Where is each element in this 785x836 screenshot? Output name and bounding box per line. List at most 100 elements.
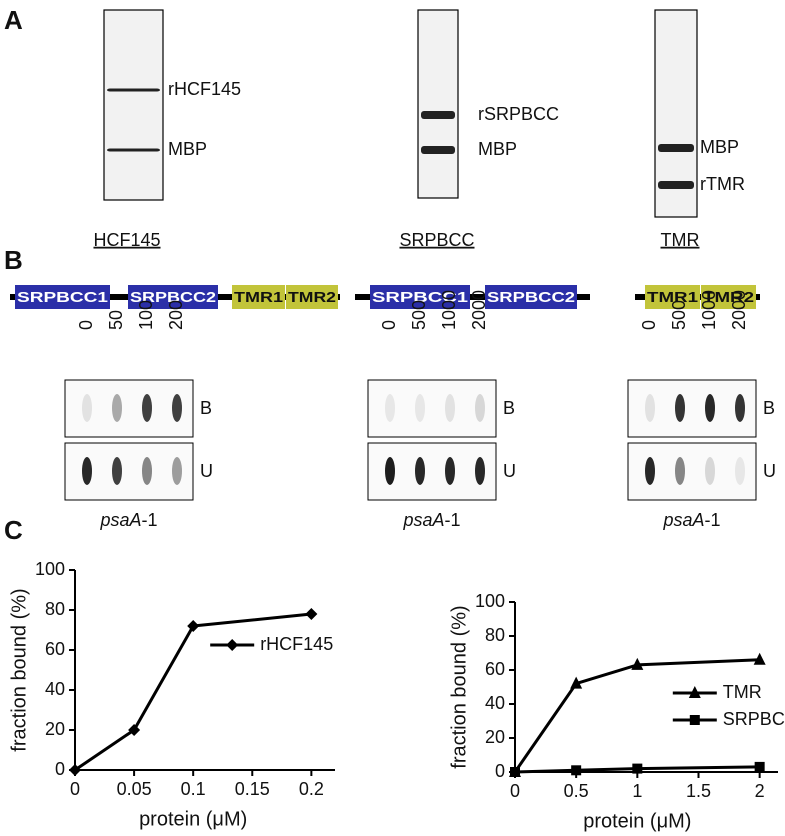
x-tick-label: 0.2 bbox=[299, 779, 324, 799]
gel-spot bbox=[475, 457, 485, 485]
legend-marker bbox=[689, 715, 700, 725]
row-label: B bbox=[503, 398, 515, 418]
x-tick-label: 0.05 bbox=[117, 779, 152, 799]
domain-box bbox=[15, 285, 110, 309]
x-tick-label: 0.5 bbox=[564, 781, 589, 801]
gel-spot bbox=[112, 457, 122, 485]
blot-band bbox=[107, 88, 160, 92]
gel-spot bbox=[645, 457, 655, 485]
probe-label: psaA-1 bbox=[662, 510, 720, 530]
y-tick-label: 0 bbox=[55, 759, 65, 779]
blot-band bbox=[421, 111, 455, 119]
y-tick-label: 60 bbox=[485, 659, 505, 679]
blot-caption: TMR bbox=[661, 230, 700, 250]
domain-box bbox=[128, 285, 218, 309]
domain-label: SRPBCC1 bbox=[372, 289, 468, 306]
blot bbox=[417, 9, 459, 199]
marker bbox=[753, 652, 766, 665]
probe-gene: psaA bbox=[99, 510, 141, 530]
marker bbox=[570, 676, 583, 689]
y-tick-label: 0 bbox=[495, 761, 505, 781]
band-label: rTMR bbox=[700, 174, 745, 194]
probe-gene: psaA bbox=[402, 510, 444, 530]
gel-spot bbox=[445, 394, 455, 422]
domain-box bbox=[286, 285, 338, 309]
domain-box bbox=[645, 285, 700, 309]
x-tick-label: 1 bbox=[632, 781, 642, 801]
y-axis-label: fraction bound (%) bbox=[448, 605, 470, 768]
concentration-label: 2000 bbox=[729, 290, 749, 330]
x-tick-label: 1.5 bbox=[686, 781, 711, 801]
y-tick-label: 20 bbox=[45, 719, 65, 739]
x-tick-label: 0.15 bbox=[235, 779, 270, 799]
blot-caption: SRPBCC bbox=[399, 230, 474, 250]
concentration-label: 0 bbox=[76, 320, 96, 330]
blot-band bbox=[421, 146, 455, 154]
marker bbox=[187, 620, 200, 632]
legend-marker bbox=[226, 639, 239, 651]
probe-suffix: -1 bbox=[445, 510, 461, 530]
probe-label: psaA-1 bbox=[402, 510, 460, 530]
gel-spot bbox=[142, 457, 152, 485]
gel-spot bbox=[142, 394, 152, 422]
gel-spot bbox=[172, 394, 182, 422]
gel-spot bbox=[385, 394, 395, 422]
series-line bbox=[513, 658, 760, 773]
y-tick-label: 80 bbox=[45, 599, 65, 619]
concentration-label: 50 bbox=[106, 310, 126, 330]
y-tick-label: 40 bbox=[485, 693, 505, 713]
x-tick-label: 2 bbox=[755, 781, 765, 801]
probe-suffix: -1 bbox=[705, 510, 721, 530]
y-tick-label: 100 bbox=[475, 591, 505, 611]
row-label: U bbox=[503, 461, 516, 481]
concentration-label: 500 bbox=[409, 300, 429, 330]
concentration-label: 100 bbox=[136, 300, 156, 330]
marker bbox=[128, 724, 141, 736]
series-line bbox=[514, 765, 760, 774]
legend-label: rHCF145 bbox=[260, 634, 333, 654]
x-tick-label: 0 bbox=[70, 779, 80, 799]
row-label: B bbox=[200, 398, 212, 418]
probe-suffix: -1 bbox=[142, 510, 158, 530]
marker bbox=[69, 764, 81, 776]
y-tick-label: 40 bbox=[45, 679, 65, 699]
domain-box bbox=[232, 285, 285, 309]
band-label: MBP bbox=[478, 139, 517, 159]
y-tick-label: 60 bbox=[45, 639, 65, 659]
domain-box bbox=[370, 285, 470, 309]
x-axis-label: protein (μM) bbox=[583, 810, 691, 832]
domain-label: SRPBCC1 bbox=[17, 289, 108, 306]
gel-spot bbox=[645, 394, 655, 422]
legend-label: TMR bbox=[723, 682, 762, 702]
concentration-label: 2000 bbox=[469, 290, 489, 330]
blot-caption: HCF145 bbox=[93, 230, 160, 250]
gel-spot bbox=[172, 457, 182, 485]
gel-spot bbox=[82, 394, 92, 422]
band-label: MBP bbox=[700, 137, 739, 157]
band-label: rHCF145 bbox=[168, 79, 241, 99]
row-label: U bbox=[763, 461, 776, 481]
gel bbox=[367, 379, 497, 438]
blot-band bbox=[658, 144, 694, 152]
gel-spot bbox=[475, 394, 485, 422]
panel-label: C bbox=[4, 515, 23, 545]
domain-label: SRPBCC2 bbox=[130, 289, 216, 306]
x-axis-label: protein (μM) bbox=[139, 808, 247, 830]
legend-marker bbox=[688, 686, 701, 698]
band-label: MBP bbox=[168, 139, 207, 159]
domain-box bbox=[485, 285, 577, 309]
gel-spot bbox=[735, 457, 745, 485]
gel-spot bbox=[82, 457, 92, 485]
y-tick-label: 20 bbox=[485, 727, 505, 747]
domain-label: TMR1 bbox=[234, 289, 283, 306]
x-tick-label: 0.1 bbox=[181, 779, 206, 799]
domain-label: SRPBCC2 bbox=[487, 289, 575, 306]
gel-spot bbox=[705, 394, 715, 422]
marker bbox=[754, 761, 765, 772]
series-line bbox=[74, 612, 312, 772]
gel-spot bbox=[385, 457, 395, 485]
gel-spot bbox=[735, 394, 745, 422]
band-label: rSRPBCC bbox=[478, 104, 559, 124]
marker bbox=[571, 765, 582, 776]
